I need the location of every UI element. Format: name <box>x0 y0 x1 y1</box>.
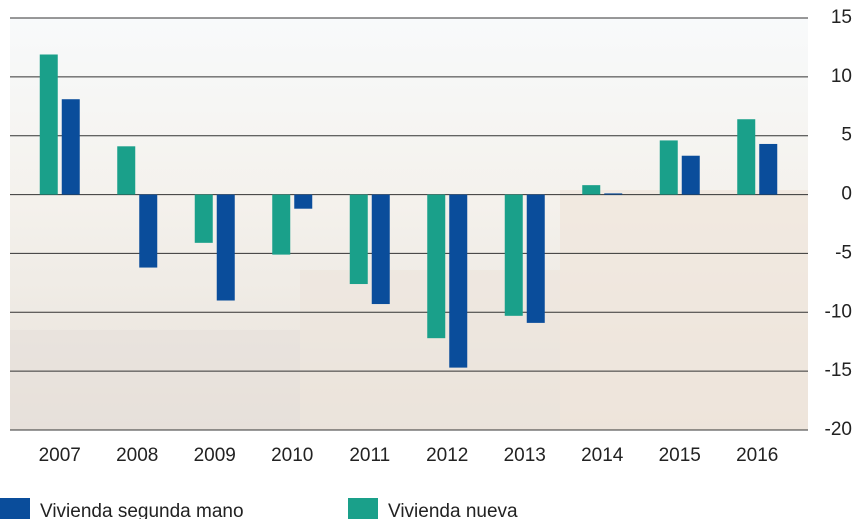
bar <box>604 193 622 194</box>
legend-label: Vivienda nueva <box>388 501 518 519</box>
bar <box>350 195 368 284</box>
y-tick-label: 15 <box>831 7 852 28</box>
bar <box>40 54 58 194</box>
x-tick-label: 2015 <box>659 445 701 466</box>
x-tick-label: 2016 <box>736 445 778 466</box>
y-tick-label: -5 <box>835 242 852 263</box>
legend-swatch <box>0 498 30 519</box>
y-tick-label: -10 <box>825 301 852 322</box>
bar <box>449 195 467 368</box>
bar <box>272 195 290 255</box>
bar <box>294 195 312 209</box>
x-tick-label: 2010 <box>271 445 313 466</box>
bar <box>62 99 80 194</box>
bar <box>737 119 755 194</box>
bar <box>682 156 700 195</box>
bar <box>427 195 445 339</box>
x-tick-label: 2007 <box>39 445 81 466</box>
x-tick-label: 2013 <box>504 445 546 466</box>
y-tick-label: 0 <box>841 184 852 205</box>
bar <box>117 146 135 194</box>
x-tick-label: 2012 <box>426 445 468 466</box>
bar <box>527 195 545 323</box>
x-tick-label: 2008 <box>116 445 158 466</box>
bar <box>582 185 600 194</box>
x-tick-label: 2014 <box>581 445 624 466</box>
building <box>10 330 300 430</box>
chart: 15 10 5 0 -5 -10 -15 -20 2007 2008 2009 2010 2011 201… <box>0 0 856 519</box>
y-tick-label: -15 <box>825 360 852 381</box>
y-tick-label: 10 <box>831 66 852 87</box>
bar <box>139 195 157 268</box>
bar <box>660 140 678 194</box>
x-tick-label: 2011 <box>349 445 390 466</box>
bar <box>505 195 523 316</box>
y-tick-label: -20 <box>825 419 852 440</box>
x-tick-label: 2009 <box>194 445 236 466</box>
building <box>560 190 808 430</box>
bar <box>195 195 213 243</box>
bar <box>217 195 235 301</box>
bar <box>759 144 777 195</box>
bar <box>372 195 390 304</box>
legend-swatch <box>348 498 378 519</box>
legend-label: Vivienda segunda mano <box>40 501 244 519</box>
y-tick-label: 5 <box>841 125 852 146</box>
